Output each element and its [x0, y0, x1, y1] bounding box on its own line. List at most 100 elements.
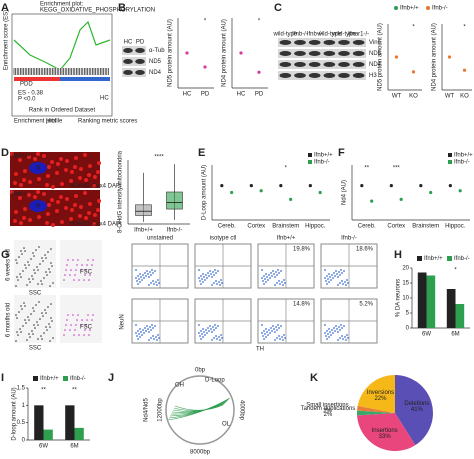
event: [342, 338, 344, 340]
event: [156, 284, 158, 286]
event: [137, 283, 139, 285]
event: [214, 324, 216, 326]
event: [212, 326, 214, 328]
event: [38, 301, 40, 303]
band: [323, 40, 336, 45]
band-label: ND5: [369, 51, 382, 57]
event: [46, 329, 48, 331]
event: [83, 279, 85, 281]
legend-label: Ifnb-/-: [314, 160, 330, 166]
x-tick-label: Cereb.: [358, 224, 376, 230]
box: [135, 204, 152, 216]
event: [65, 324, 67, 326]
event: [37, 338, 39, 340]
event: [52, 337, 54, 339]
cell: [55, 209, 59, 213]
event: [273, 273, 275, 275]
event: [31, 275, 33, 277]
event: [43, 332, 45, 334]
event: [213, 282, 215, 284]
legend-swatch: [308, 160, 312, 164]
cell: [65, 197, 69, 201]
cell: [50, 160, 54, 164]
event: [329, 276, 331, 278]
event: [335, 325, 337, 327]
significance: *: [285, 166, 288, 172]
event: [51, 265, 53, 267]
cell: [70, 170, 74, 174]
panel-letter: I: [1, 372, 4, 384]
event: [86, 264, 88, 266]
cell: [83, 153, 87, 157]
event: [155, 281, 157, 283]
event: [334, 275, 336, 277]
event: [212, 271, 214, 273]
event: [261, 332, 263, 334]
cell: [73, 165, 77, 169]
event: [26, 284, 28, 286]
cell: [59, 157, 63, 161]
slice-value: 41%: [411, 407, 424, 413]
x-tick-label: WT: [392, 94, 402, 100]
position-label: 4000bp: [238, 400, 244, 421]
event: [268, 274, 270, 276]
lane-label: PD: [136, 40, 145, 46]
event: [74, 274, 76, 276]
event: [148, 284, 150, 286]
event: [215, 280, 217, 282]
cell: [74, 156, 78, 160]
event: [138, 333, 140, 335]
event: [88, 279, 90, 281]
event: [208, 330, 210, 332]
event: [41, 283, 43, 285]
event: [328, 273, 330, 275]
event: [276, 274, 278, 276]
cell: [14, 210, 18, 214]
cell: [56, 200, 60, 204]
event: [17, 334, 19, 336]
heatmap: [60, 77, 110, 81]
data-point: [462, 68, 467, 72]
plot-title: Enrichment plot:: [40, 2, 84, 8]
data-point: [279, 184, 283, 188]
event: [76, 264, 78, 266]
column-label: unstained: [147, 236, 173, 242]
event: [75, 269, 77, 271]
event: [142, 329, 144, 331]
event: [20, 305, 22, 307]
event: [33, 324, 35, 326]
legend-swatch: [448, 153, 452, 157]
event: [31, 330, 33, 332]
event: [343, 270, 345, 272]
lane-label: Ifnb-/-: [292, 32, 308, 38]
region-label: D-Loop: [205, 378, 225, 384]
nucleus-label: N: [36, 204, 40, 210]
event: [324, 269, 326, 271]
blot-band: [122, 46, 146, 55]
band-label: α-Tub: [149, 48, 165, 54]
event: [63, 279, 65, 281]
cell: [55, 171, 59, 175]
event: [92, 259, 94, 261]
cell: [45, 221, 49, 225]
cell: [79, 205, 83, 209]
cell: [83, 191, 87, 195]
data-point: [185, 51, 189, 55]
event: [33, 255, 35, 257]
x-tick-label: HC: [237, 92, 246, 98]
band: [279, 73, 292, 78]
cell: [28, 180, 32, 184]
band: [323, 73, 336, 78]
event: [149, 326, 151, 328]
event: [51, 320, 53, 322]
x-tick-label: KO: [460, 94, 469, 100]
image-label: Ifnb+/+: [12, 154, 31, 160]
event: [337, 339, 339, 341]
slice-label: Tandem duplications: [301, 406, 356, 412]
image-label: Ifnb-/-: [12, 192, 28, 198]
event: [279, 283, 281, 285]
band: [338, 62, 350, 67]
event: [263, 338, 265, 340]
event: [15, 285, 17, 287]
mtdna-ring: [165, 375, 235, 445]
